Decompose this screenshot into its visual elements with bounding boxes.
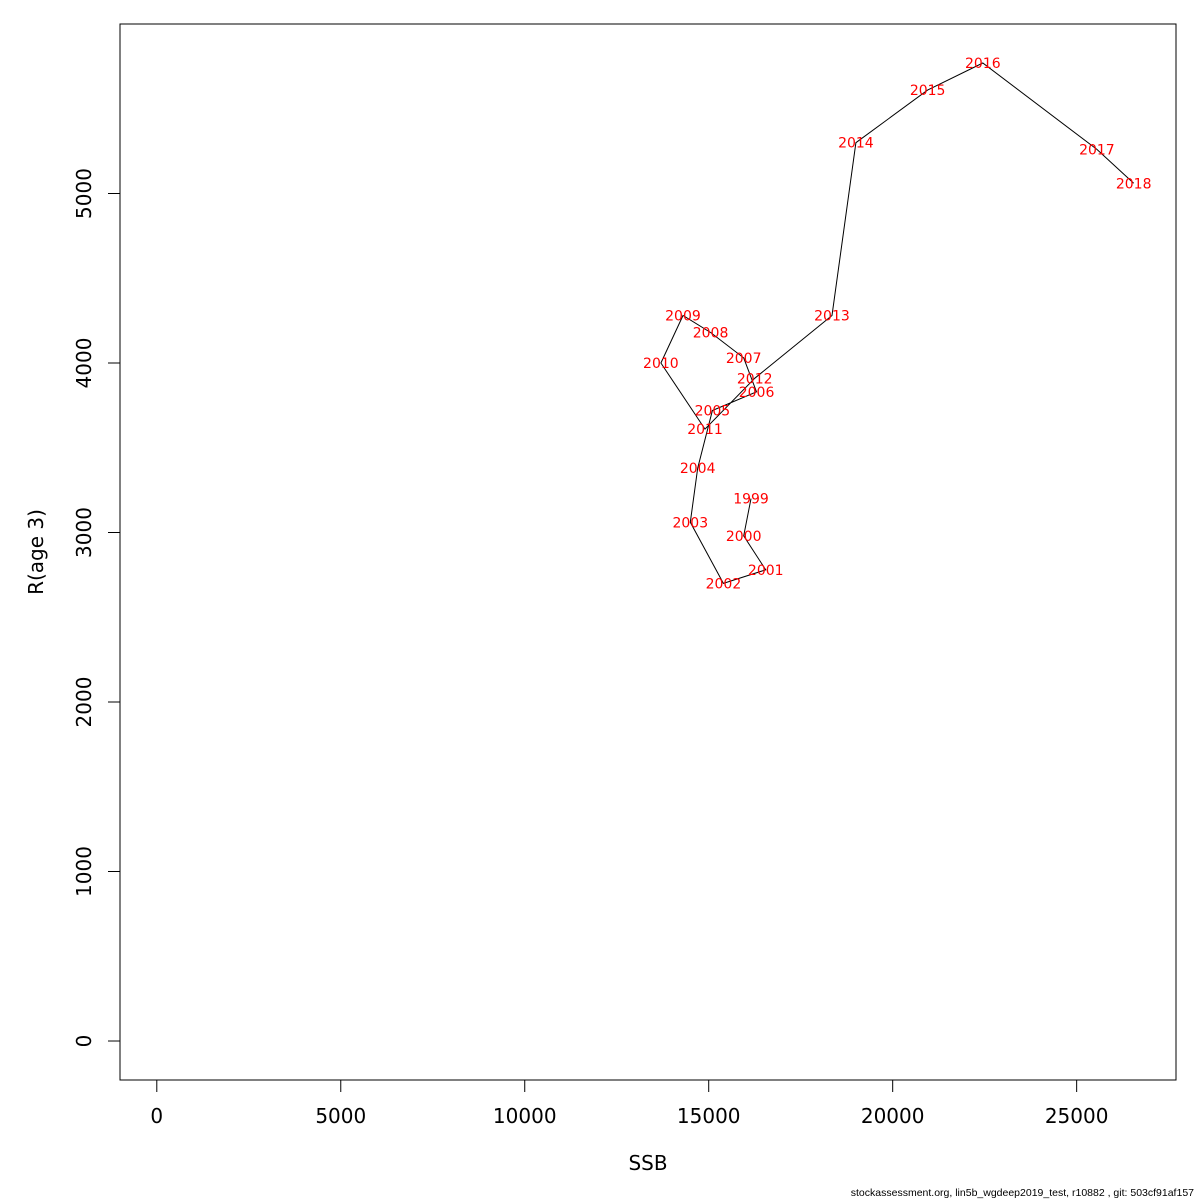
- year-label-2005: 2005: [695, 403, 731, 419]
- year-label-2013: 2013: [814, 309, 850, 325]
- year-label-2003: 2003: [672, 515, 708, 531]
- y-axis-label: R(age 3): [24, 509, 48, 595]
- year-label-2016: 2016: [965, 56, 1001, 72]
- year-label-2002: 2002: [706, 576, 742, 592]
- plot-frame: [119, 23, 1177, 1081]
- y-tick-label: 5000: [72, 168, 96, 219]
- year-label-2001: 2001: [748, 563, 784, 579]
- y-tick-label: 3000: [72, 507, 96, 558]
- year-label-2018: 2018: [1116, 176, 1152, 192]
- x-tick-label: 25000: [1045, 1104, 1109, 1128]
- year-label-2009: 2009: [665, 309, 701, 325]
- x-tick-label: 15000: [677, 1104, 741, 1128]
- year-label-2006: 2006: [739, 385, 775, 401]
- year-label-2017: 2017: [1079, 142, 1115, 158]
- year-label-2014: 2014: [838, 136, 874, 152]
- year-label-2004: 2004: [680, 461, 716, 477]
- x-axis: 0 5000 10000 15000 20000 25000: [150, 1079, 1109, 1128]
- x-tick-label: 5000: [315, 1104, 366, 1128]
- year-labels: 1999 2000 2001 2002 2003 2004 2005 2006 2007 2008…: [643, 56, 1151, 592]
- year-label-2008: 2008: [693, 325, 729, 341]
- x-tick-label: 10000: [493, 1104, 557, 1128]
- y-tick-label: 4000: [72, 338, 96, 389]
- year-label-2015: 2015: [910, 83, 946, 99]
- x-tick-label: 0: [150, 1104, 163, 1128]
- y-axis: 0 1000 2000 3000 4000 5000: [72, 168, 121, 1048]
- y-tick-label: 1000: [72, 846, 96, 897]
- year-label-2012: 2012: [737, 371, 773, 387]
- year-label-2000: 2000: [726, 529, 762, 545]
- trajectory-line: [660, 62, 1135, 585]
- y-tick-label: 0: [72, 1035, 96, 1048]
- year-label-1999: 1999: [733, 492, 769, 508]
- year-label-2011: 2011: [687, 422, 723, 438]
- x-tick-label: 20000: [861, 1104, 925, 1128]
- y-tick-label: 2000: [72, 677, 96, 728]
- year-label-2010: 2010: [643, 356, 679, 372]
- footer-credit: stockassessment.org, lin5b_wgdeep2019_te…: [850, 1187, 1194, 1199]
- year-label-2007: 2007: [726, 351, 762, 367]
- x-axis-label: SSB: [628, 1151, 667, 1175]
